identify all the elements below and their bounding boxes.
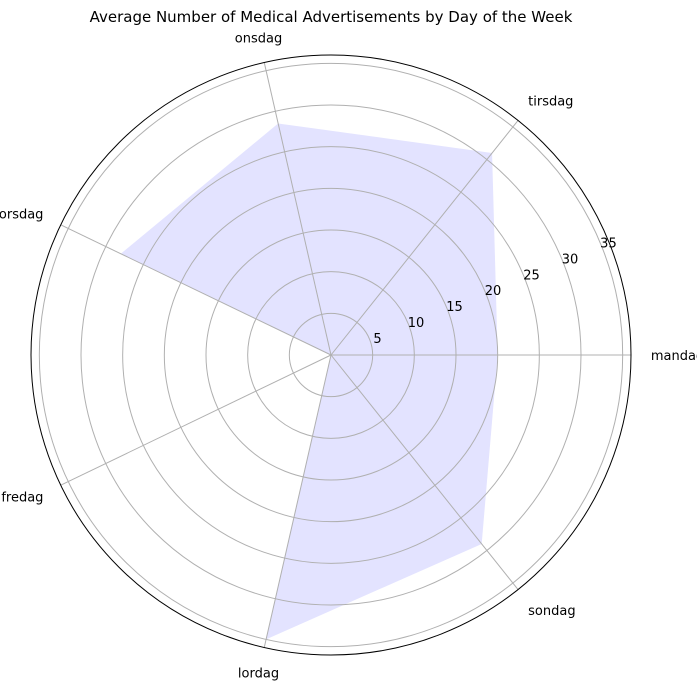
radial-tick-label: 20 (485, 284, 502, 299)
category-label-torsdag: torsdag (0, 208, 43, 223)
chart-title: Average Number of Medical Advertisements… (90, 8, 573, 26)
category-label-onsdag: onsdag (235, 31, 282, 46)
outer-frame (30, 54, 632, 656)
category-label-mandag: mandag (651, 349, 697, 364)
category-label-lordag: lordag (238, 667, 279, 682)
data-area (120, 123, 498, 640)
spoke-onsdag (263, 62, 332, 356)
category-label-tirsdag: tirsdag (528, 94, 573, 109)
radial-tick-label: 35 (600, 236, 617, 251)
spoke-lordag (263, 354, 332, 648)
spoke-tirsdag (330, 120, 519, 356)
radial-tick-label: 25 (523, 268, 540, 283)
radial-tick-label: 5 (373, 332, 381, 347)
spoke-torsdag (60, 224, 332, 356)
radial-tick-label: 10 (408, 316, 425, 331)
spoke-sondag (330, 354, 519, 590)
category-label-sondag: sondag (528, 604, 575, 619)
radial-tick-label: 15 (446, 300, 463, 315)
category-label-fredag: fredag (1, 490, 43, 505)
spoke-fredag (60, 354, 332, 486)
radial-tick-label: 30 (562, 252, 579, 267)
